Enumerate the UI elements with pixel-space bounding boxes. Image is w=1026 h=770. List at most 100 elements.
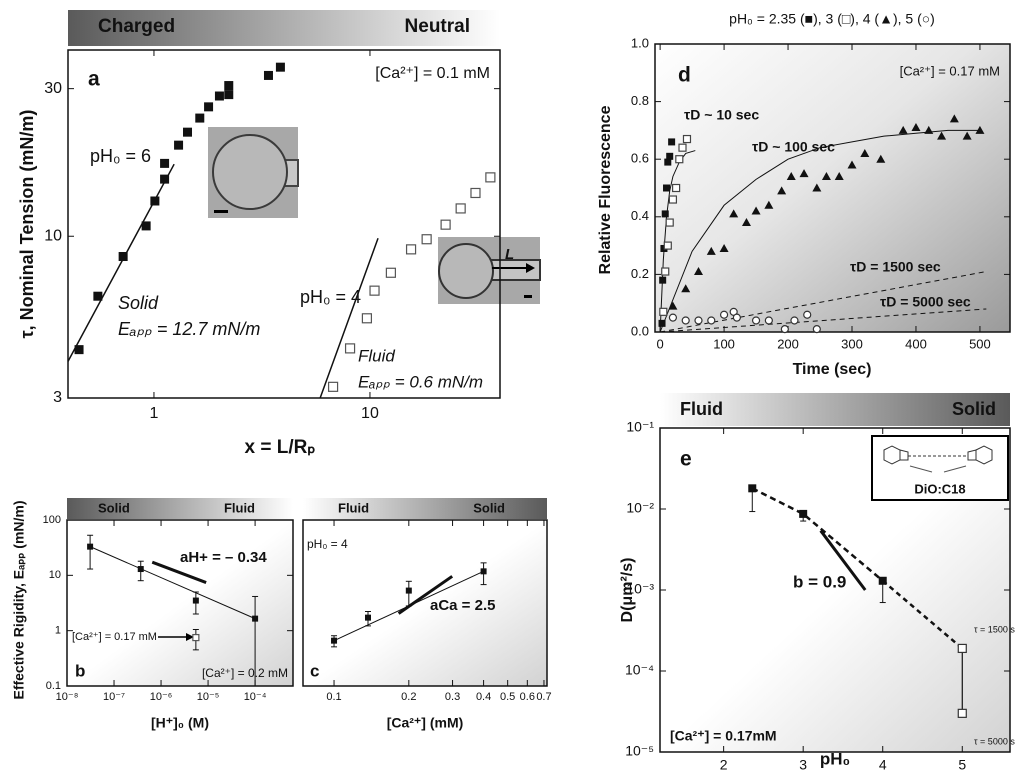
point [275, 62, 285, 72]
point [719, 310, 729, 319]
annotation: Fluid [338, 500, 369, 515]
point [678, 143, 687, 152]
fit-line [319, 238, 379, 399]
point [748, 484, 757, 493]
point [141, 221, 151, 231]
fit-line [89, 546, 256, 620]
y-tick-label: 0.6 [631, 151, 649, 166]
x-tick-label: 10⁻⁶ [150, 691, 173, 703]
micrograph [438, 237, 541, 304]
point [681, 284, 691, 293]
annotation: Fluid [224, 500, 255, 515]
point [860, 148, 870, 157]
y-tick-label: 10⁻² [626, 500, 654, 516]
annotation: τD ~ 100 sec [752, 139, 835, 155]
y-axis-title: D(μm²/s) [619, 558, 636, 623]
header-band [660, 393, 1010, 426]
point [729, 209, 739, 218]
y-tick-label: 0.2 [631, 266, 649, 281]
point [675, 155, 684, 164]
point [661, 210, 669, 218]
annotation: τD = 5000 sec [880, 294, 971, 310]
y-tick-label: 10⁻¹ [626, 419, 654, 435]
point [421, 234, 432, 245]
annotation: DiO:C18 [914, 481, 965, 496]
x-tick-label: 5 [958, 757, 966, 770]
point [224, 90, 234, 100]
plot-frame [66, 519, 294, 687]
point [957, 643, 967, 654]
header-band [303, 498, 547, 519]
point [137, 566, 144, 573]
point [405, 244, 417, 255]
point [924, 125, 934, 134]
fit-line [397, 575, 454, 615]
fit-line [151, 560, 207, 584]
point [732, 313, 741, 322]
x-tick-label: 0.2 [401, 691, 416, 703]
point [385, 267, 396, 278]
x-axis-title: [H⁺]₀ (M) [151, 715, 209, 731]
point [975, 125, 985, 134]
annotation: aCa = 2.5 [430, 597, 495, 614]
point [672, 183, 681, 193]
x-axis-title: x = L/Rₚ [245, 437, 316, 458]
point [957, 708, 967, 718]
point [764, 316, 773, 325]
point [174, 140, 184, 150]
annotation: Neutral [405, 16, 470, 37]
point [369, 285, 380, 296]
annotation: Fluid [680, 399, 723, 419]
annotation: a [88, 68, 100, 91]
point [706, 246, 716, 255]
point [803, 310, 812, 319]
header-band [68, 10, 500, 46]
point [663, 241, 672, 250]
point [876, 154, 886, 163]
annotation: Solid [98, 500, 130, 515]
point [183, 127, 193, 137]
x-tick-label: 4 [879, 757, 887, 770]
point [160, 174, 170, 184]
annotation: Eₐₚₚ = 12.7 mN/m [118, 319, 260, 339]
point [821, 171, 831, 180]
molecule-inset [871, 435, 1009, 501]
point [911, 123, 921, 132]
point [764, 200, 774, 209]
plot-background [67, 520, 293, 686]
y-axis-title: τ, Nominal Tension (mN/m) [17, 110, 37, 339]
point [668, 138, 676, 146]
point [405, 587, 412, 594]
point [87, 543, 94, 550]
x-axis-title: pH₀ [820, 749, 850, 768]
x-tick-label: 0.6 [520, 691, 535, 703]
point [719, 243, 729, 252]
annotation: L [505, 246, 514, 263]
y-tick-label: 10 [49, 569, 61, 581]
point [962, 131, 972, 140]
x-tick-label: 0 [656, 336, 663, 351]
point [668, 195, 678, 204]
x-axis-title: Time (sec) [793, 361, 872, 378]
y-tick-label: 10⁻⁴ [625, 662, 654, 678]
point [741, 218, 751, 227]
annotation: Solid [473, 500, 505, 515]
annotation: [Ca²⁺] = 0.17 mM [900, 63, 1000, 78]
plot-frame [67, 49, 501, 399]
point [668, 301, 678, 310]
annotation: τ = 5000 s [974, 736, 1015, 746]
point [93, 291, 103, 301]
x-axis-title: [Ca²⁺] (mM) [387, 715, 464, 731]
annotation: b = 0.9 [793, 572, 846, 591]
point [790, 316, 799, 325]
x-tick-label: 2 [720, 757, 728, 770]
point [331, 637, 338, 644]
plot-background [303, 520, 547, 686]
point [470, 187, 481, 199]
point [658, 319, 666, 327]
header-band [67, 498, 293, 519]
point [485, 172, 496, 183]
point [878, 576, 887, 585]
point [192, 633, 200, 642]
